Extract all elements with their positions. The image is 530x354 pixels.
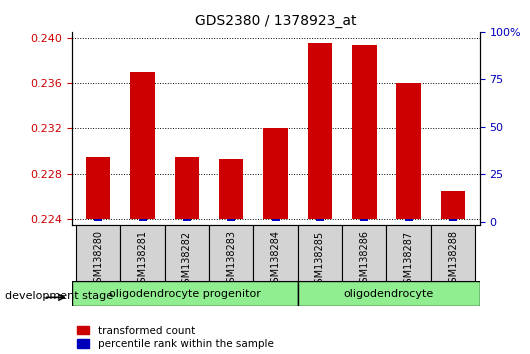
- FancyBboxPatch shape: [342, 225, 386, 281]
- Text: oligodendrocyte progenitor: oligodendrocyte progenitor: [109, 289, 261, 299]
- Bar: [227, 219, 235, 221]
- Bar: [360, 219, 368, 221]
- Text: GSM138286: GSM138286: [359, 230, 369, 290]
- FancyBboxPatch shape: [72, 281, 298, 306]
- Bar: [271, 219, 280, 221]
- Bar: [130, 72, 155, 219]
- Text: GSM138288: GSM138288: [448, 230, 458, 290]
- Bar: [86, 157, 110, 219]
- Bar: [175, 157, 199, 219]
- Text: oligodendrocyte: oligodendrocyte: [343, 289, 434, 299]
- Text: GSM138284: GSM138284: [271, 230, 280, 290]
- Text: development stage: development stage: [5, 291, 113, 301]
- Bar: [308, 43, 332, 219]
- Title: GDS2380 / 1378923_at: GDS2380 / 1378923_at: [195, 14, 356, 28]
- FancyBboxPatch shape: [209, 225, 253, 281]
- Bar: [396, 83, 421, 219]
- FancyBboxPatch shape: [298, 281, 480, 306]
- Bar: [219, 159, 243, 219]
- FancyBboxPatch shape: [298, 225, 342, 281]
- Bar: [441, 191, 465, 219]
- Bar: [316, 219, 324, 221]
- Bar: [449, 219, 457, 221]
- Text: GSM138283: GSM138283: [226, 230, 236, 290]
- FancyBboxPatch shape: [165, 225, 209, 281]
- Text: GSM138280: GSM138280: [93, 230, 103, 290]
- Bar: [405, 219, 413, 221]
- Text: GSM138282: GSM138282: [182, 230, 192, 290]
- Text: GSM138285: GSM138285: [315, 230, 325, 290]
- Bar: [138, 219, 146, 221]
- Legend: transformed count, percentile rank within the sample: transformed count, percentile rank withi…: [77, 326, 273, 349]
- FancyBboxPatch shape: [76, 225, 120, 281]
- FancyBboxPatch shape: [120, 225, 165, 281]
- Bar: [94, 219, 102, 221]
- Text: GSM138287: GSM138287: [404, 230, 414, 290]
- Text: GSM138281: GSM138281: [137, 230, 147, 290]
- Bar: [352, 45, 376, 219]
- Bar: [183, 219, 191, 221]
- Bar: [263, 128, 288, 219]
- FancyBboxPatch shape: [253, 225, 298, 281]
- FancyBboxPatch shape: [386, 225, 431, 281]
- FancyBboxPatch shape: [431, 225, 475, 281]
